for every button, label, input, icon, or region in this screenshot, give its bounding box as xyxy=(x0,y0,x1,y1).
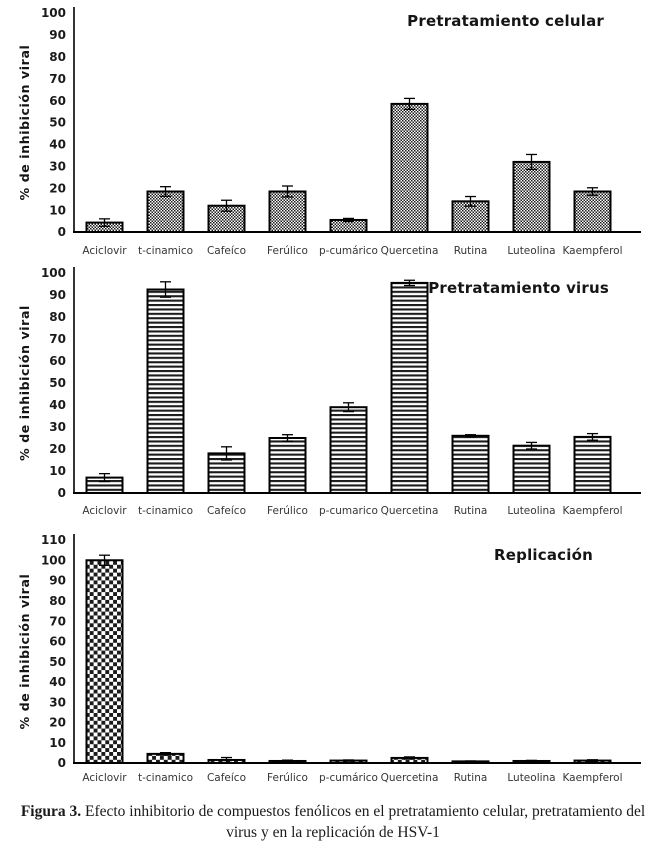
category-label: t-cinamico xyxy=(138,772,193,784)
category-label: t-cinamico xyxy=(138,245,193,257)
y-tick-label: 80 xyxy=(49,310,66,324)
category-label: Aciclovir xyxy=(82,245,127,257)
category-label: Kaempferol xyxy=(562,245,622,257)
y-tick-label: 60 xyxy=(49,354,66,368)
y-tick-label: 80 xyxy=(49,594,66,608)
y-tick-label: 50 xyxy=(49,116,66,130)
bar xyxy=(390,281,429,495)
category-label: Luteolina xyxy=(507,245,555,257)
bar-chart-pretratamiento-virus: Aciclovir t-cinamico Cafeíco Ferúlico p-cuma… xyxy=(17,266,641,517)
category-label: Rutina xyxy=(454,772,488,784)
y-tick-label: 0 xyxy=(58,756,66,770)
chart-title: Replicación xyxy=(494,546,593,564)
y-tick-label: 50 xyxy=(49,376,66,390)
y-tick-label: 10 xyxy=(49,464,66,478)
chart-title: Pretratamiento celular xyxy=(407,12,604,30)
y-tick-label: 40 xyxy=(49,138,66,152)
category-label: Rutina xyxy=(454,505,488,517)
category-label: Ferúlico xyxy=(267,505,308,517)
category-label: Aciclovir xyxy=(82,505,127,517)
bar xyxy=(390,102,429,234)
y-tick-label: 20 xyxy=(49,442,66,456)
bar xyxy=(268,190,307,233)
category-label: Aciclovir xyxy=(82,772,127,784)
category-label: p-cumárico xyxy=(319,245,378,257)
y-tick-label: 50 xyxy=(49,655,66,669)
bar xyxy=(573,435,612,494)
bar xyxy=(146,190,185,233)
category-label: Rutina xyxy=(454,245,488,257)
chart-pretratamiento-celular: Aciclovir t-cinamico Cafeíco Ferúlico p-cumá… xyxy=(0,0,666,260)
category-label: Cafeíco xyxy=(207,245,246,257)
category-label: Kaempferol xyxy=(562,772,622,784)
category-label: p-cumárico xyxy=(319,772,378,784)
bar xyxy=(146,288,185,494)
figure-caption: Figura 3. Efecto inhibitorio de compuest… xyxy=(9,786,657,844)
bar xyxy=(573,190,612,233)
y-tick-label: 70 xyxy=(49,332,66,346)
y-tick-label: 100 xyxy=(41,553,66,567)
chart-pretratamiento-virus: Aciclovir t-cinamico Cafeíco Ferúlico p-cuma… xyxy=(0,260,666,518)
category-label: Luteolina xyxy=(507,505,555,517)
y-tick-label: 10 xyxy=(49,736,66,750)
category-label: Quercetina xyxy=(381,772,439,784)
y-axis-label: % de inhibición viral xyxy=(17,305,32,461)
category-label: Quercetina xyxy=(381,505,439,517)
category-label: Kaempferol xyxy=(562,505,622,517)
category-label: Ferúlico xyxy=(267,772,308,784)
chart-title: Pretratamiento virus xyxy=(428,279,609,297)
y-tick-label: 40 xyxy=(49,398,66,412)
bar xyxy=(268,437,307,494)
bar xyxy=(329,406,368,494)
y-tick-label: 100 xyxy=(41,266,66,280)
category-label: Ferúlico xyxy=(267,245,308,257)
category-label: Cafeíco xyxy=(207,505,246,517)
bar xyxy=(85,559,124,765)
y-tick-label: 70 xyxy=(49,614,66,628)
y-tick-label: 30 xyxy=(49,160,66,174)
y-tick-label: 60 xyxy=(49,635,66,649)
category-label: t-cinamico xyxy=(138,505,193,517)
y-tick-label: 100 xyxy=(41,6,66,20)
bar-chart-pretratamiento-celular: Aciclovir t-cinamico Cafeíco Ferúlico p-cumá… xyxy=(17,6,641,257)
y-tick-label: 70 xyxy=(49,72,66,86)
y-tick-label: 20 xyxy=(49,181,66,195)
category-label: p-cumarico xyxy=(319,505,378,517)
y-tick-label: 60 xyxy=(49,94,66,108)
category-label: Quercetina xyxy=(381,245,439,257)
bar xyxy=(512,160,551,233)
y-tick-label: 20 xyxy=(49,716,66,730)
y-tick-label: 0 xyxy=(58,225,66,239)
bar-chart-replicacion: Aciclovir t-cinamico Cafeíco Ferúlico p-cumá… xyxy=(17,533,641,784)
y-tick-label: 40 xyxy=(49,675,66,689)
caption-text: Efecto inhibitorio de compuestos fenólic… xyxy=(84,803,646,841)
y-tick-label: 30 xyxy=(49,695,66,709)
y-tick-label: 10 xyxy=(49,203,66,217)
category-label: Cafeíco xyxy=(207,772,246,784)
y-tick-label: 110 xyxy=(41,533,66,547)
y-axis-label: % de inhibición viral xyxy=(17,574,32,730)
caption-label: Figura 3. xyxy=(20,803,82,820)
bar xyxy=(512,444,551,494)
y-tick-label: 0 xyxy=(58,486,66,500)
category-label: Luteolina xyxy=(507,772,555,784)
bar xyxy=(451,434,490,495)
y-axis-label: % de inhibición viral xyxy=(17,45,32,201)
y-tick-label: 80 xyxy=(49,50,66,64)
y-tick-label: 30 xyxy=(49,420,66,434)
chart-replicacion: Aciclovir t-cinamico Cafeíco Ferúlico p-cumá… xyxy=(0,518,666,786)
y-tick-label: 90 xyxy=(49,288,66,302)
y-tick-label: 90 xyxy=(49,28,66,42)
y-tick-label: 90 xyxy=(49,574,66,588)
